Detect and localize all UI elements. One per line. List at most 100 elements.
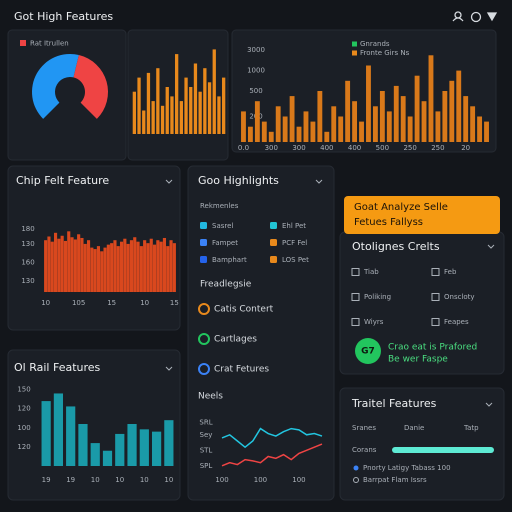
bar — [142, 110, 146, 134]
note: Crao eat is Prafored — [388, 343, 477, 353]
chevron[interactable] — [487, 244, 495, 249]
bar — [212, 49, 216, 134]
bar — [189, 87, 193, 134]
bar — [179, 101, 183, 134]
legend-swatch — [200, 239, 207, 246]
list-item: Sasrel — [212, 222, 233, 230]
menu-icon[interactable] — [486, 12, 498, 22]
bar — [172, 243, 176, 292]
panel — [187, 165, 335, 501]
bar — [261, 121, 267, 142]
bar — [132, 91, 136, 134]
bar — [41, 401, 51, 466]
y-tick-label: 3000 — [247, 46, 265, 54]
list-item: Ehl Pet — [282, 222, 306, 230]
bar — [421, 101, 427, 142]
bar — [282, 116, 288, 142]
bar — [152, 244, 157, 292]
legend-swatch — [200, 256, 207, 263]
note: Be wer Faspe — [388, 355, 448, 365]
bar — [203, 68, 207, 134]
bar — [169, 240, 173, 292]
x-tick-label: 100 — [215, 476, 228, 484]
legend-swatch — [20, 40, 26, 46]
chevrons — [165, 179, 495, 407]
bar — [463, 96, 469, 142]
bar — [324, 131, 330, 142]
y-tick-label: 150 — [17, 386, 30, 394]
y-tick-label: 130 — [21, 277, 34, 285]
bar — [393, 85, 399, 142]
bar — [296, 126, 302, 142]
row-label: Corans — [352, 446, 377, 454]
bar — [133, 237, 137, 292]
list-item: Feapes — [444, 318, 469, 326]
link-icon — [198, 303, 210, 315]
bar — [126, 243, 130, 292]
list-item: Wiyrs — [364, 318, 384, 326]
bar — [359, 121, 364, 142]
bar — [442, 91, 448, 142]
badge-text: G7 — [361, 347, 375, 357]
panel-title: Ol Rail Features — [14, 361, 101, 374]
bar — [184, 77, 188, 134]
x-tick-label: 500 — [376, 144, 389, 152]
bar — [456, 70, 462, 142]
y-tick-label: STL — [200, 446, 213, 454]
link-item[interactable]: Catis Contert — [214, 305, 274, 315]
x-tick-label: 20 — [461, 144, 470, 152]
chevron[interactable] — [485, 402, 493, 407]
bar — [366, 65, 371, 142]
bar — [162, 237, 167, 292]
bar — [129, 240, 134, 292]
bar — [67, 231, 71, 292]
item-icon — [351, 293, 360, 301]
chevron[interactable] — [315, 179, 323, 184]
bar — [139, 246, 143, 292]
link-item[interactable]: Cartlages — [214, 335, 257, 345]
bar — [78, 424, 88, 466]
bar — [193, 63, 198, 134]
bar — [53, 393, 64, 466]
bar — [477, 116, 483, 142]
bar — [113, 240, 117, 292]
legend-dot — [353, 465, 359, 471]
bar — [151, 101, 155, 134]
bar — [310, 121, 316, 142]
x-tick-label: 100 — [292, 476, 305, 484]
chart-title: Neels — [198, 392, 223, 402]
chevron[interactable] — [165, 179, 173, 184]
y-tick-label: 500 — [249, 87, 262, 95]
settings-icon[interactable] — [470, 11, 482, 23]
bar — [345, 80, 351, 142]
bar — [414, 75, 420, 142]
pie-slice — [73, 55, 108, 119]
bar — [146, 243, 150, 292]
x-tick-label: 10 — [164, 476, 173, 484]
bar — [175, 54, 179, 134]
bar — [93, 249, 97, 292]
bar — [119, 241, 124, 292]
highlight-box[interactable] — [344, 196, 500, 234]
bar — [331, 106, 337, 142]
bar — [103, 247, 107, 292]
link-item[interactable]: Crat Fetures — [214, 365, 269, 375]
bar — [123, 238, 127, 292]
chevron[interactable] — [165, 366, 173, 371]
x-tick-label: 250 — [431, 144, 444, 152]
bar — [379, 91, 385, 142]
legend-text: Gnrands — [360, 40, 390, 48]
x-tick-label: 100 — [254, 476, 267, 484]
item-icon — [431, 268, 440, 276]
badge — [355, 338, 381, 364]
section-label: Rekmenles — [200, 202, 239, 210]
bar — [146, 72, 151, 134]
bar — [156, 68, 160, 134]
bar — [151, 431, 162, 466]
bar — [96, 246, 101, 292]
x-tick-label: 10 — [41, 299, 50, 307]
bar — [83, 243, 87, 292]
y-tick-label: 160 — [21, 258, 34, 266]
bar — [484, 121, 489, 142]
list-item: Onscloty — [444, 293, 475, 301]
